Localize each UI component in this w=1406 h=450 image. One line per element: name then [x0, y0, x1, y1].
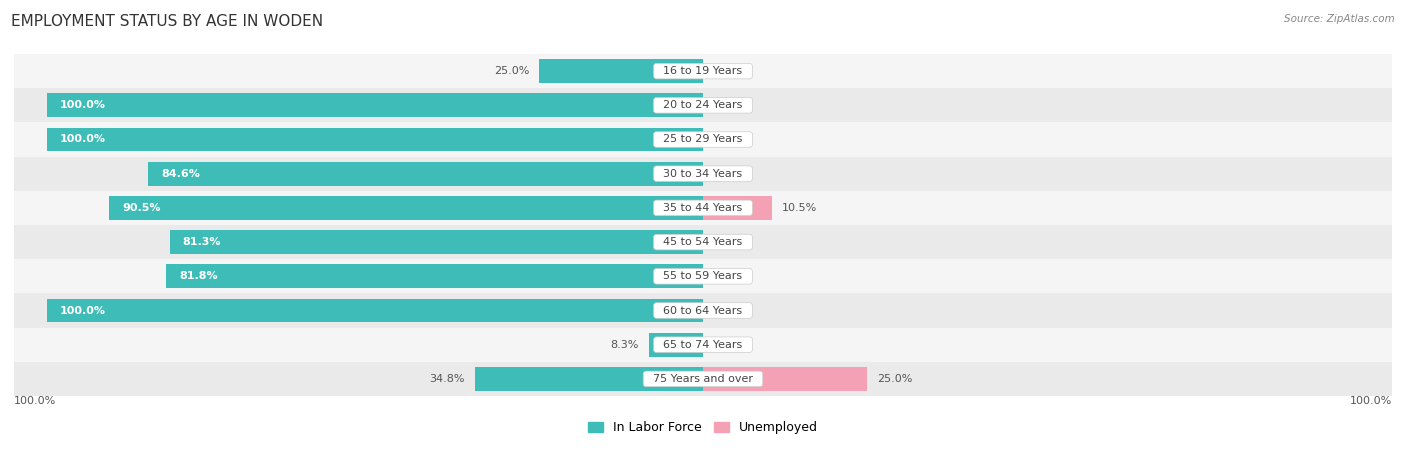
Text: 0.0%: 0.0%	[716, 340, 744, 350]
Bar	[166, 264, 703, 288]
Text: 100.0%: 100.0%	[14, 396, 56, 406]
Text: 25.0%: 25.0%	[877, 374, 912, 384]
Bar	[538, 59, 703, 83]
Text: 45 to 54 Years: 45 to 54 Years	[657, 237, 749, 247]
Bar	[14, 225, 1392, 259]
Text: 25 to 29 Years: 25 to 29 Years	[657, 135, 749, 144]
Text: 0.0%: 0.0%	[716, 271, 744, 281]
Text: 0.0%: 0.0%	[716, 66, 744, 76]
Legend: In Labor Force, Unemployed: In Labor Force, Unemployed	[588, 421, 818, 434]
Text: 35 to 44 Years: 35 to 44 Years	[657, 203, 749, 213]
Bar	[46, 298, 703, 323]
Bar	[14, 362, 1392, 396]
Text: 100.0%: 100.0%	[60, 306, 105, 315]
Bar	[14, 191, 1392, 225]
Text: 81.8%: 81.8%	[180, 271, 218, 281]
Bar	[14, 328, 1392, 362]
Bar	[148, 162, 703, 186]
Text: 90.5%: 90.5%	[122, 203, 160, 213]
Text: 10.5%: 10.5%	[782, 203, 817, 213]
Bar	[170, 230, 703, 254]
Text: EMPLOYMENT STATUS BY AGE IN WODEN: EMPLOYMENT STATUS BY AGE IN WODEN	[11, 14, 323, 28]
Text: 0.0%: 0.0%	[716, 169, 744, 179]
Bar	[14, 259, 1392, 293]
Text: 65 to 74 Years: 65 to 74 Years	[657, 340, 749, 350]
Text: 100.0%: 100.0%	[1350, 396, 1392, 406]
Text: 20 to 24 Years: 20 to 24 Years	[657, 100, 749, 110]
Text: 60 to 64 Years: 60 to 64 Years	[657, 306, 749, 315]
Text: Source: ZipAtlas.com: Source: ZipAtlas.com	[1284, 14, 1395, 23]
Text: 30 to 34 Years: 30 to 34 Years	[657, 169, 749, 179]
Text: 16 to 19 Years: 16 to 19 Years	[657, 66, 749, 76]
Bar	[46, 127, 703, 152]
Text: 0.0%: 0.0%	[716, 100, 744, 110]
Bar	[648, 333, 703, 357]
Text: 55 to 59 Years: 55 to 59 Years	[657, 271, 749, 281]
Text: 84.6%: 84.6%	[162, 169, 200, 179]
Text: 75 Years and over: 75 Years and over	[645, 374, 761, 384]
Text: 34.8%: 34.8%	[429, 374, 465, 384]
Text: 25.0%: 25.0%	[494, 66, 529, 76]
Bar	[110, 196, 703, 220]
Text: 0.0%: 0.0%	[716, 237, 744, 247]
Text: 0.0%: 0.0%	[716, 135, 744, 144]
Bar	[14, 157, 1392, 191]
Bar	[475, 367, 703, 391]
Bar	[14, 293, 1392, 328]
Text: 100.0%: 100.0%	[60, 135, 105, 144]
Text: 81.3%: 81.3%	[183, 237, 221, 247]
Text: 0.0%: 0.0%	[716, 306, 744, 315]
Bar	[703, 367, 868, 391]
Text: 8.3%: 8.3%	[610, 340, 638, 350]
Bar	[14, 54, 1392, 88]
Text: 100.0%: 100.0%	[60, 100, 105, 110]
Bar	[703, 196, 772, 220]
Bar	[46, 93, 703, 117]
Bar	[14, 122, 1392, 157]
Bar	[14, 88, 1392, 122]
